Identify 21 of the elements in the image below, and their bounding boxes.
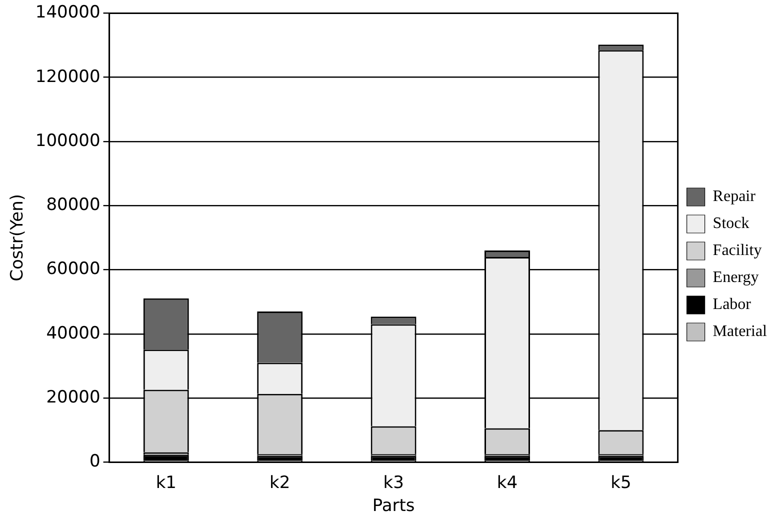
- y-tick-label: 120000: [35, 66, 100, 87]
- legend-label: Energy: [712, 269, 759, 286]
- y-tick-label: 60000: [46, 259, 100, 280]
- y-tick-label: 140000: [35, 2, 100, 23]
- x-axis-title: Parts: [372, 496, 415, 516]
- y-tick-label: 40000: [46, 323, 100, 344]
- x-tick-label: k4: [496, 472, 518, 493]
- legend-label: Stock: [712, 215, 750, 232]
- x-tick-label: k2: [270, 472, 290, 493]
- x-tick-label: k5: [610, 472, 632, 493]
- x-tick-label: k3: [383, 472, 404, 493]
- y-tick-label: 80000: [46, 195, 100, 216]
- y-tick-label: 20000: [46, 387, 100, 408]
- legend-label: Repair: [712, 188, 756, 206]
- legend-label: Material: [712, 323, 768, 340]
- y-tick-label: 0: [89, 452, 100, 472]
- x-tick-label: k1: [156, 472, 176, 493]
- y-tick-label: 100000: [35, 130, 100, 151]
- legend-label: Facility: [712, 242, 762, 260]
- y-axis-title: Costr(Yen): [8, 194, 28, 282]
- legend-label: Labor: [712, 296, 752, 314]
